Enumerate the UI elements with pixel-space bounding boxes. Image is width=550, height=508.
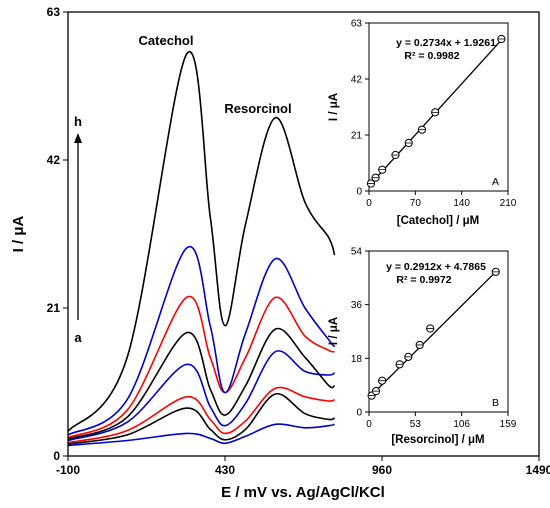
inset-b-content: 0 53 106 159 0 18 36 54 (351, 247, 517, 431)
inset-b-data-point (404, 352, 413, 361)
arrow-label-bottom: a (74, 330, 82, 345)
main-x-axis-label: E / mV vs. Ag/AgCl/KCl (221, 484, 385, 501)
inset-b-y-tick-label: 18 (351, 354, 363, 365)
main-x-tick-label: 1490 (526, 463, 550, 477)
inset-b-y-axis-label: I / μA (328, 317, 340, 345)
inset-a-x-tick-label: 210 (500, 198, 517, 209)
inset-a-data-point (497, 34, 506, 44)
inset-a-equation: y = 0.2734x + 1.9261 (396, 37, 496, 49)
inset-a-x-axis-label: [Catechol] / μM (397, 215, 479, 227)
inset-a-content: 0 70 140 210 0 21 42 63 (351, 19, 517, 210)
inset-a-catechol-calibration: 0 70 140 210 0 21 42 63 y = 0.2734x + 1.9261 R²… (328, 19, 517, 228)
concentration-arrow (74, 133, 82, 320)
inset-a-data-point (417, 125, 427, 134)
inset-a-frame (368, 22, 509, 192)
resorcinol-peak-label: Resorcinol (224, 101, 291, 116)
main-y-tick-label: 63 (47, 5, 61, 19)
inset-b-x-tick-label: 0 (366, 419, 372, 430)
voltammogram-curve-3 (67, 386, 335, 444)
voltammogram-curve-4 (67, 350, 336, 442)
inset-b-x-tick-label: 53 (410, 419, 422, 430)
inset-a-y-tick-label: 21 (351, 131, 363, 142)
arrow-label-top: h (74, 114, 82, 129)
inset-b-data-point (378, 376, 387, 385)
inset-a-data-point (366, 179, 376, 188)
inset-b-y-tick-label: 54 (351, 247, 363, 258)
inset-b-data-point (415, 340, 424, 350)
inset-b-fit-line (371, 271, 497, 396)
voltammogram-curves (67, 50, 336, 447)
inset-a-x-tick-label: 70 (410, 198, 422, 209)
inset-a-data-point (431, 108, 440, 117)
inset-a-y-tick-label: 63 (351, 19, 363, 30)
inset-b-panel-label: B (492, 397, 499, 409)
voltammogram-curve-8 (67, 50, 336, 432)
inset-a-data-point (404, 138, 413, 148)
voltammogram-curve-2 (67, 393, 335, 445)
inset-a-data-point (371, 173, 380, 182)
main-plot-frame (67, 11, 540, 457)
inset-b-x-tick-label: 106 (453, 419, 470, 430)
voltammogram-curve-7 (67, 245, 336, 436)
voltammogram-curve-1 (67, 423, 335, 447)
inset-b-data-point (371, 387, 381, 396)
main-y-axis-label: I / μA (10, 215, 27, 252)
inset-b-x-axis-label: [Resorcinol] / μM (391, 434, 484, 446)
main-y-tick-label: 21 (47, 301, 61, 315)
main-axis-ticks: -100 430 960 1490 0 21 42 63 (47, 5, 550, 477)
inset-b-y-tick-label: 36 (351, 300, 363, 311)
inset-b-data-point (395, 360, 404, 369)
inset-a-panel-label: A (492, 176, 499, 188)
inset-b-resorcinol-calibration: 0 53 106 159 0 18 36 54 y = 0.2912x + 4.7865 R²… (328, 247, 517, 447)
main-y-tick-label: 42 (47, 153, 61, 167)
inset-a-y-axis-label: I / μA (328, 93, 340, 121)
inset-a-x-tick-label: 140 (453, 198, 470, 209)
inset-a-r2: R² = 0.9982 (404, 50, 459, 62)
inset-a-x-tick-label: 0 (366, 198, 372, 209)
main-y-tick-label: 0 (53, 449, 60, 463)
inset-b-x-tick-label: 159 (500, 419, 517, 430)
inset-b-data-point (491, 267, 500, 276)
inset-a-data-point (378, 165, 387, 174)
inset-a-y-tick-label: 42 (351, 75, 363, 86)
main-voltammogram-plot: -100 430 960 1490 0 21 42 63 E / mV vs. Ag/AgCl… (10, 5, 550, 501)
inset-b-data-point (426, 324, 435, 333)
main-x-tick-label: 430 (215, 463, 235, 477)
catechol-peak-label: Catechol (139, 33, 194, 48)
inset-b-frame (368, 250, 509, 413)
inset-a-y-tick-label: 0 (356, 187, 362, 198)
inset-b-y-tick-label: 0 (356, 408, 362, 419)
inset-b-r2: R² = 0.9972 (396, 274, 451, 286)
inset-a-data-point (391, 150, 400, 160)
main-x-tick-label: -100 (56, 463, 80, 477)
inset-b-equation: y = 0.2912x + 4.7865 (386, 261, 486, 273)
voltammogram-curve-5 (67, 327, 335, 440)
main-x-tick-label: 960 (372, 463, 392, 477)
